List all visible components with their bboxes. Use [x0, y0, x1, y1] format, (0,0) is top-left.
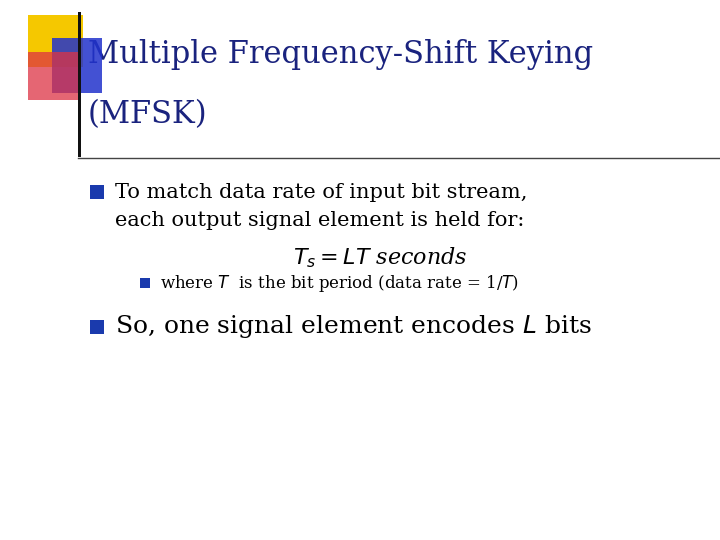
Bar: [78, 12, 81, 157]
Text: where $T$  is the bit period (data rate = 1/$T$): where $T$ is the bit period (data rate =…: [160, 273, 519, 294]
Bar: [140, 278, 150, 288]
Bar: [90, 320, 104, 334]
Bar: [52, 38, 102, 93]
Bar: [28, 15, 83, 67]
Bar: [90, 185, 104, 199]
Text: each output signal element is held for:: each output signal element is held for:: [115, 211, 524, 229]
Text: (MFSK): (MFSK): [88, 99, 207, 131]
Text: Multiple Frequency-Shift Keying: Multiple Frequency-Shift Keying: [88, 39, 593, 71]
Text: $T_s=LT$ seconds: $T_s=LT$ seconds: [293, 246, 467, 271]
Text: To match data rate of input bit stream,: To match data rate of input bit stream,: [115, 184, 527, 202]
Bar: [28, 52, 78, 100]
Text: So, one signal element encodes $L$ bits: So, one signal element encodes $L$ bits: [115, 314, 592, 341]
